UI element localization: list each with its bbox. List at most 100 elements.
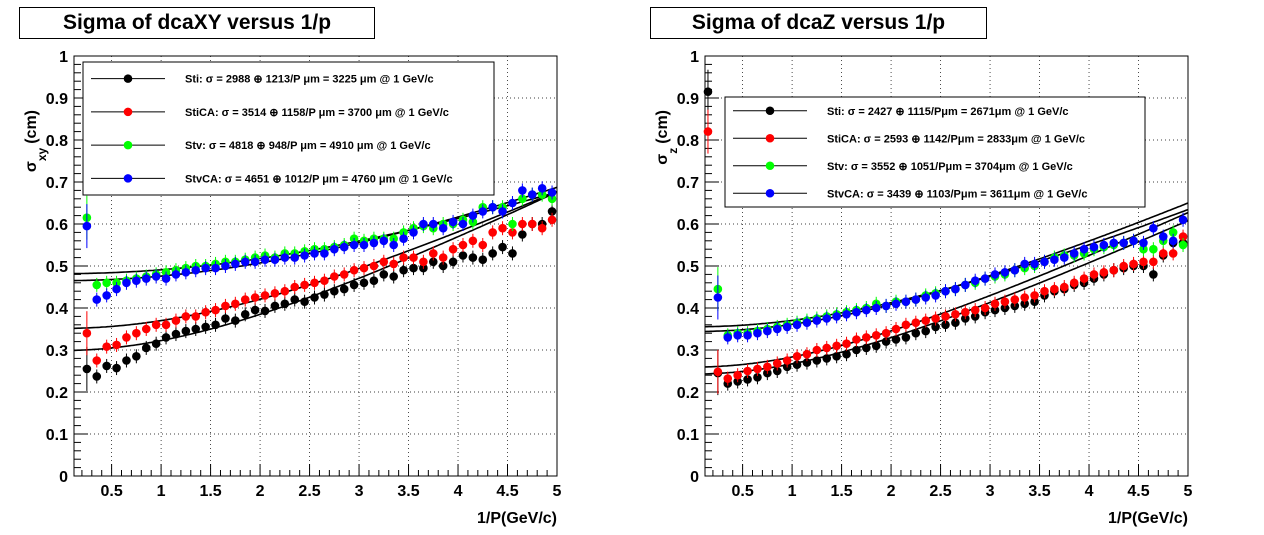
- dcaz-x-tick-label: 0.5: [731, 483, 753, 500]
- dcaxy-y-tick-label: 0.9: [46, 91, 68, 108]
- dcaxy-series-3-point: [488, 202, 497, 212]
- dcaxy-series-1-point: [102, 342, 111, 351]
- dcaxy-series-0-point: [181, 326, 191, 336]
- dcaz-series-0-point: [941, 320, 950, 330]
- dcaz-series-3-point: [713, 293, 723, 302]
- dcaz-x-tick-label: 2.5: [929, 483, 951, 500]
- dcaxy-series-0-point: [310, 293, 319, 302]
- dcaxy-y-axis-unit: (cm): [23, 110, 40, 144]
- dcaz-series-1-point: [911, 318, 921, 328]
- dcaz-y-tick-label: 0.6: [677, 217, 699, 234]
- dcaxy-series-3-point: [102, 291, 111, 300]
- dcaz-series-1-point: [1129, 259, 1138, 269]
- dcaz-series-1-point: [743, 366, 752, 376]
- dcaz-x-tick-label: 3: [986, 483, 995, 500]
- dcaxy-series-0-point: [141, 343, 151, 353]
- dcaz-series-1-point: [970, 305, 980, 315]
- dcaz-y-axis-subscript: z: [666, 148, 680, 154]
- dcaxy-y-tick-label: 0.6: [46, 217, 68, 234]
- dcaxy-series-3-point: [112, 284, 121, 294]
- dcaz-series-3-point: [842, 310, 851, 319]
- dcaxy-series-1-point: [349, 265, 359, 275]
- dcaz-series-1-point: [980, 303, 990, 313]
- dcaxy-series-3-point: [339, 242, 349, 252]
- dcaz-series-3-point: [1089, 242, 1099, 252]
- dcaxy-series-0-point: [171, 329, 181, 339]
- dcaxy-series-1-point: [270, 289, 280, 298]
- dcaz-series-3-point: [782, 322, 792, 332]
- dcaxy-series-1-point: [231, 299, 240, 309]
- dcaz-x-axis-title: 1/P(GeV/c): [1108, 510, 1188, 527]
- dcaxy-series-1-point: [260, 291, 270, 300]
- dcaxy-series-3-point: [359, 240, 369, 250]
- dcaz-series-3-point: [1158, 232, 1168, 241]
- dcaz-series-1-point: [802, 349, 812, 359]
- dcaxy-series-1-point: [320, 276, 329, 286]
- dcaz-series-1-point: [842, 339, 851, 349]
- dcaxy-x-tick-label: 4: [454, 483, 463, 500]
- dcaxy-series-1-point: [330, 272, 339, 281]
- dcaxy-series-3-point: [527, 190, 537, 199]
- dcaz-y-tick-label: 0: [690, 469, 699, 486]
- dcaxy-series-1-point: [488, 228, 497, 237]
- dcaxy-series-1-point: [250, 293, 260, 302]
- dcaz-x-tick-label: 3.5: [1028, 483, 1050, 500]
- dcaz-series-1-point: [1149, 257, 1158, 267]
- dcaxy-series-3-point: [508, 198, 517, 208]
- dcaz-series-3-point: [723, 333, 733, 342]
- dcaz-y-tick-label: 1: [690, 49, 699, 66]
- dcaz-series-3-point: [763, 326, 772, 336]
- dcaz-series-3-point: [792, 320, 802, 330]
- dcaz-series-0-point: [842, 349, 851, 359]
- dcaz-series-0-point: [881, 337, 891, 346]
- dcaxy-series-0-point: [518, 230, 527, 239]
- dcaz-series-3-point: [1069, 249, 1079, 258]
- dcaz-series-1-point: [951, 310, 960, 319]
- dcaz-series-1-point: [713, 367, 723, 377]
- dcaxy-series-1-point: [211, 305, 220, 315]
- dcaz-series-1-point: [1168, 249, 1178, 258]
- dcaxy-x-tick-label: 2: [256, 483, 265, 500]
- dcaz-series-3-point: [911, 295, 921, 304]
- dcaxy-series-3-point: [201, 263, 210, 273]
- dcaz-series-3-point: [1020, 259, 1029, 269]
- dcaxy-series-0-point: [211, 320, 220, 330]
- dcaxy-series-1-point: [478, 240, 488, 250]
- dcaxy-series-3-point: [330, 244, 339, 254]
- dcaxy-series-3-point: [141, 274, 151, 283]
- dcaxy-series-1-point: [389, 259, 398, 269]
- dcaz-series-1-point: [1000, 297, 1010, 307]
- dcaxy-y-tick-label: 0: [59, 469, 68, 486]
- dcaz-series-1-point: [990, 299, 1000, 309]
- dcaz-series-1-point: [1050, 284, 1059, 294]
- dcaz-series-1-point: [792, 352, 802, 361]
- dcaxy-series-0-point: [379, 270, 389, 279]
- dcaxy-series-1-point: [527, 219, 537, 229]
- dcaxy-series-3-point: [438, 223, 448, 233]
- dcaxy-series-3-point: [221, 261, 230, 271]
- dcaxy-series-1-point: [537, 223, 547, 233]
- dcaz-series-0-point: [901, 333, 911, 342]
- dcaxy-series-0-point: [102, 361, 111, 371]
- dcaxy-legend-marker: [123, 140, 133, 150]
- dcaz-series-3-point: [1099, 240, 1109, 250]
- dcaxy-legend-marker: [123, 74, 133, 83]
- dcaz-series-1-point: [772, 359, 782, 368]
- dcaz-series-1-point: [921, 316, 931, 325]
- dcaxy-series-0-point: [359, 278, 369, 288]
- dcaxy-series-0-point: [498, 242, 507, 252]
- dcaxy-series-1-point: [399, 253, 408, 262]
- dcaz-series-3-point: [852, 307, 861, 317]
- dcaz-series-3-point: [812, 316, 822, 325]
- dcaz-series-1-point: [703, 127, 713, 136]
- dcaxy-series-1-point: [428, 249, 438, 258]
- dcaz-series-1-point: [782, 356, 792, 365]
- dcaz-series-1-point: [733, 370, 742, 380]
- dcaz-legend: [724, 96, 1146, 208]
- dcaxy-series-0-point: [122, 356, 131, 365]
- dcaxy-series-0-point: [250, 305, 260, 315]
- dcaz-legend-entry: Stv: σ = 3552 ⊕ 1051/Pμm = 3704μm @ 1 Ge…: [827, 161, 1073, 173]
- dcaz-series-3-point: [1109, 238, 1119, 248]
- dcaz-series-3-point: [1010, 265, 1020, 275]
